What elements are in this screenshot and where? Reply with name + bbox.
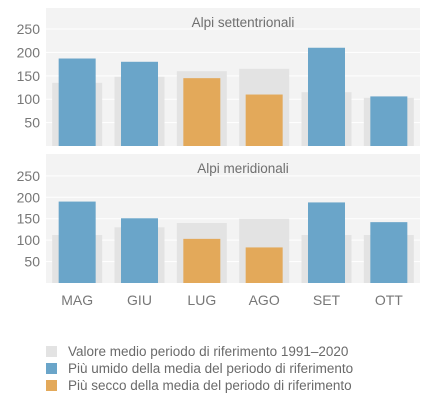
panel-2: 50 100 150 200 250 Alpi meridionali bbox=[17, 154, 420, 283]
value-bar-lug bbox=[183, 78, 221, 146]
legend-label-reference: Valore medio periodo di riferimento 1991… bbox=[68, 344, 349, 359]
legend-swatch-wetter bbox=[46, 363, 57, 374]
y-tick-label: 50 bbox=[24, 254, 40, 270]
value-bar-giu bbox=[121, 61, 158, 146]
value-bar-ott bbox=[370, 222, 408, 283]
value-bar-set bbox=[308, 47, 345, 146]
y-tick-label: 150 bbox=[17, 211, 41, 227]
value-bar-ago bbox=[245, 247, 283, 283]
x-tick-label-ott: OTT bbox=[375, 292, 403, 308]
legend-item-wetter: Più umido della media del periodo di rif… bbox=[46, 360, 353, 377]
legend-label-drier: Più secco della media del periodo di rif… bbox=[68, 378, 352, 393]
x-tick-label-mag: MAG bbox=[61, 292, 93, 308]
panel-title: Alpi meridionali bbox=[197, 161, 289, 176]
value-bar-set bbox=[308, 202, 345, 283]
y-tick-label: 100 bbox=[17, 91, 41, 107]
chart-panels: 50 100 150 200 250 Alpi settentrionali 50 100 15… bbox=[17, 8, 420, 283]
value-bar-ott bbox=[370, 96, 408, 146]
chart-legend: Valore medio periodo di riferimento 1991… bbox=[46, 343, 353, 394]
panel-title: Alpi settentrionali bbox=[192, 15, 295, 30]
x-tick-label-ago: AGO bbox=[249, 292, 280, 308]
value-bar-ago bbox=[245, 94, 283, 146]
y-tick-label: 200 bbox=[17, 189, 41, 205]
y-tick-label: 200 bbox=[17, 44, 41, 60]
legend-item-drier: Più secco della media del periodo di rif… bbox=[46, 377, 353, 394]
legend-label-wetter: Più umido della media del periodo di rif… bbox=[68, 361, 354, 376]
y-tick-label: 250 bbox=[17, 168, 41, 184]
x-tick-label-set: SET bbox=[313, 292, 341, 308]
value-bar-lug bbox=[183, 238, 221, 283]
y-tick-label: 150 bbox=[17, 68, 41, 84]
y-tick-label: 50 bbox=[24, 115, 40, 131]
y-tick-label: 100 bbox=[17, 232, 41, 248]
y-tick-label: 250 bbox=[17, 21, 41, 37]
x-tick-label-giu: GIU bbox=[127, 292, 152, 308]
month-axis-labels: MAG GIU LUG AGO SET OTT bbox=[61, 292, 403, 308]
legend-swatch-drier bbox=[46, 380, 57, 391]
value-bar-mag bbox=[58, 201, 96, 283]
legend-swatch-reference bbox=[46, 346, 57, 357]
value-bar-mag bbox=[58, 58, 96, 147]
legend-item-reference: Valore medio periodo di riferimento 1991… bbox=[46, 343, 353, 360]
value-bar-giu bbox=[121, 218, 158, 283]
x-tick-label-lug: LUG bbox=[187, 292, 216, 308]
panel-1: 50 100 150 200 250 Alpi settentrionali bbox=[17, 8, 420, 147]
